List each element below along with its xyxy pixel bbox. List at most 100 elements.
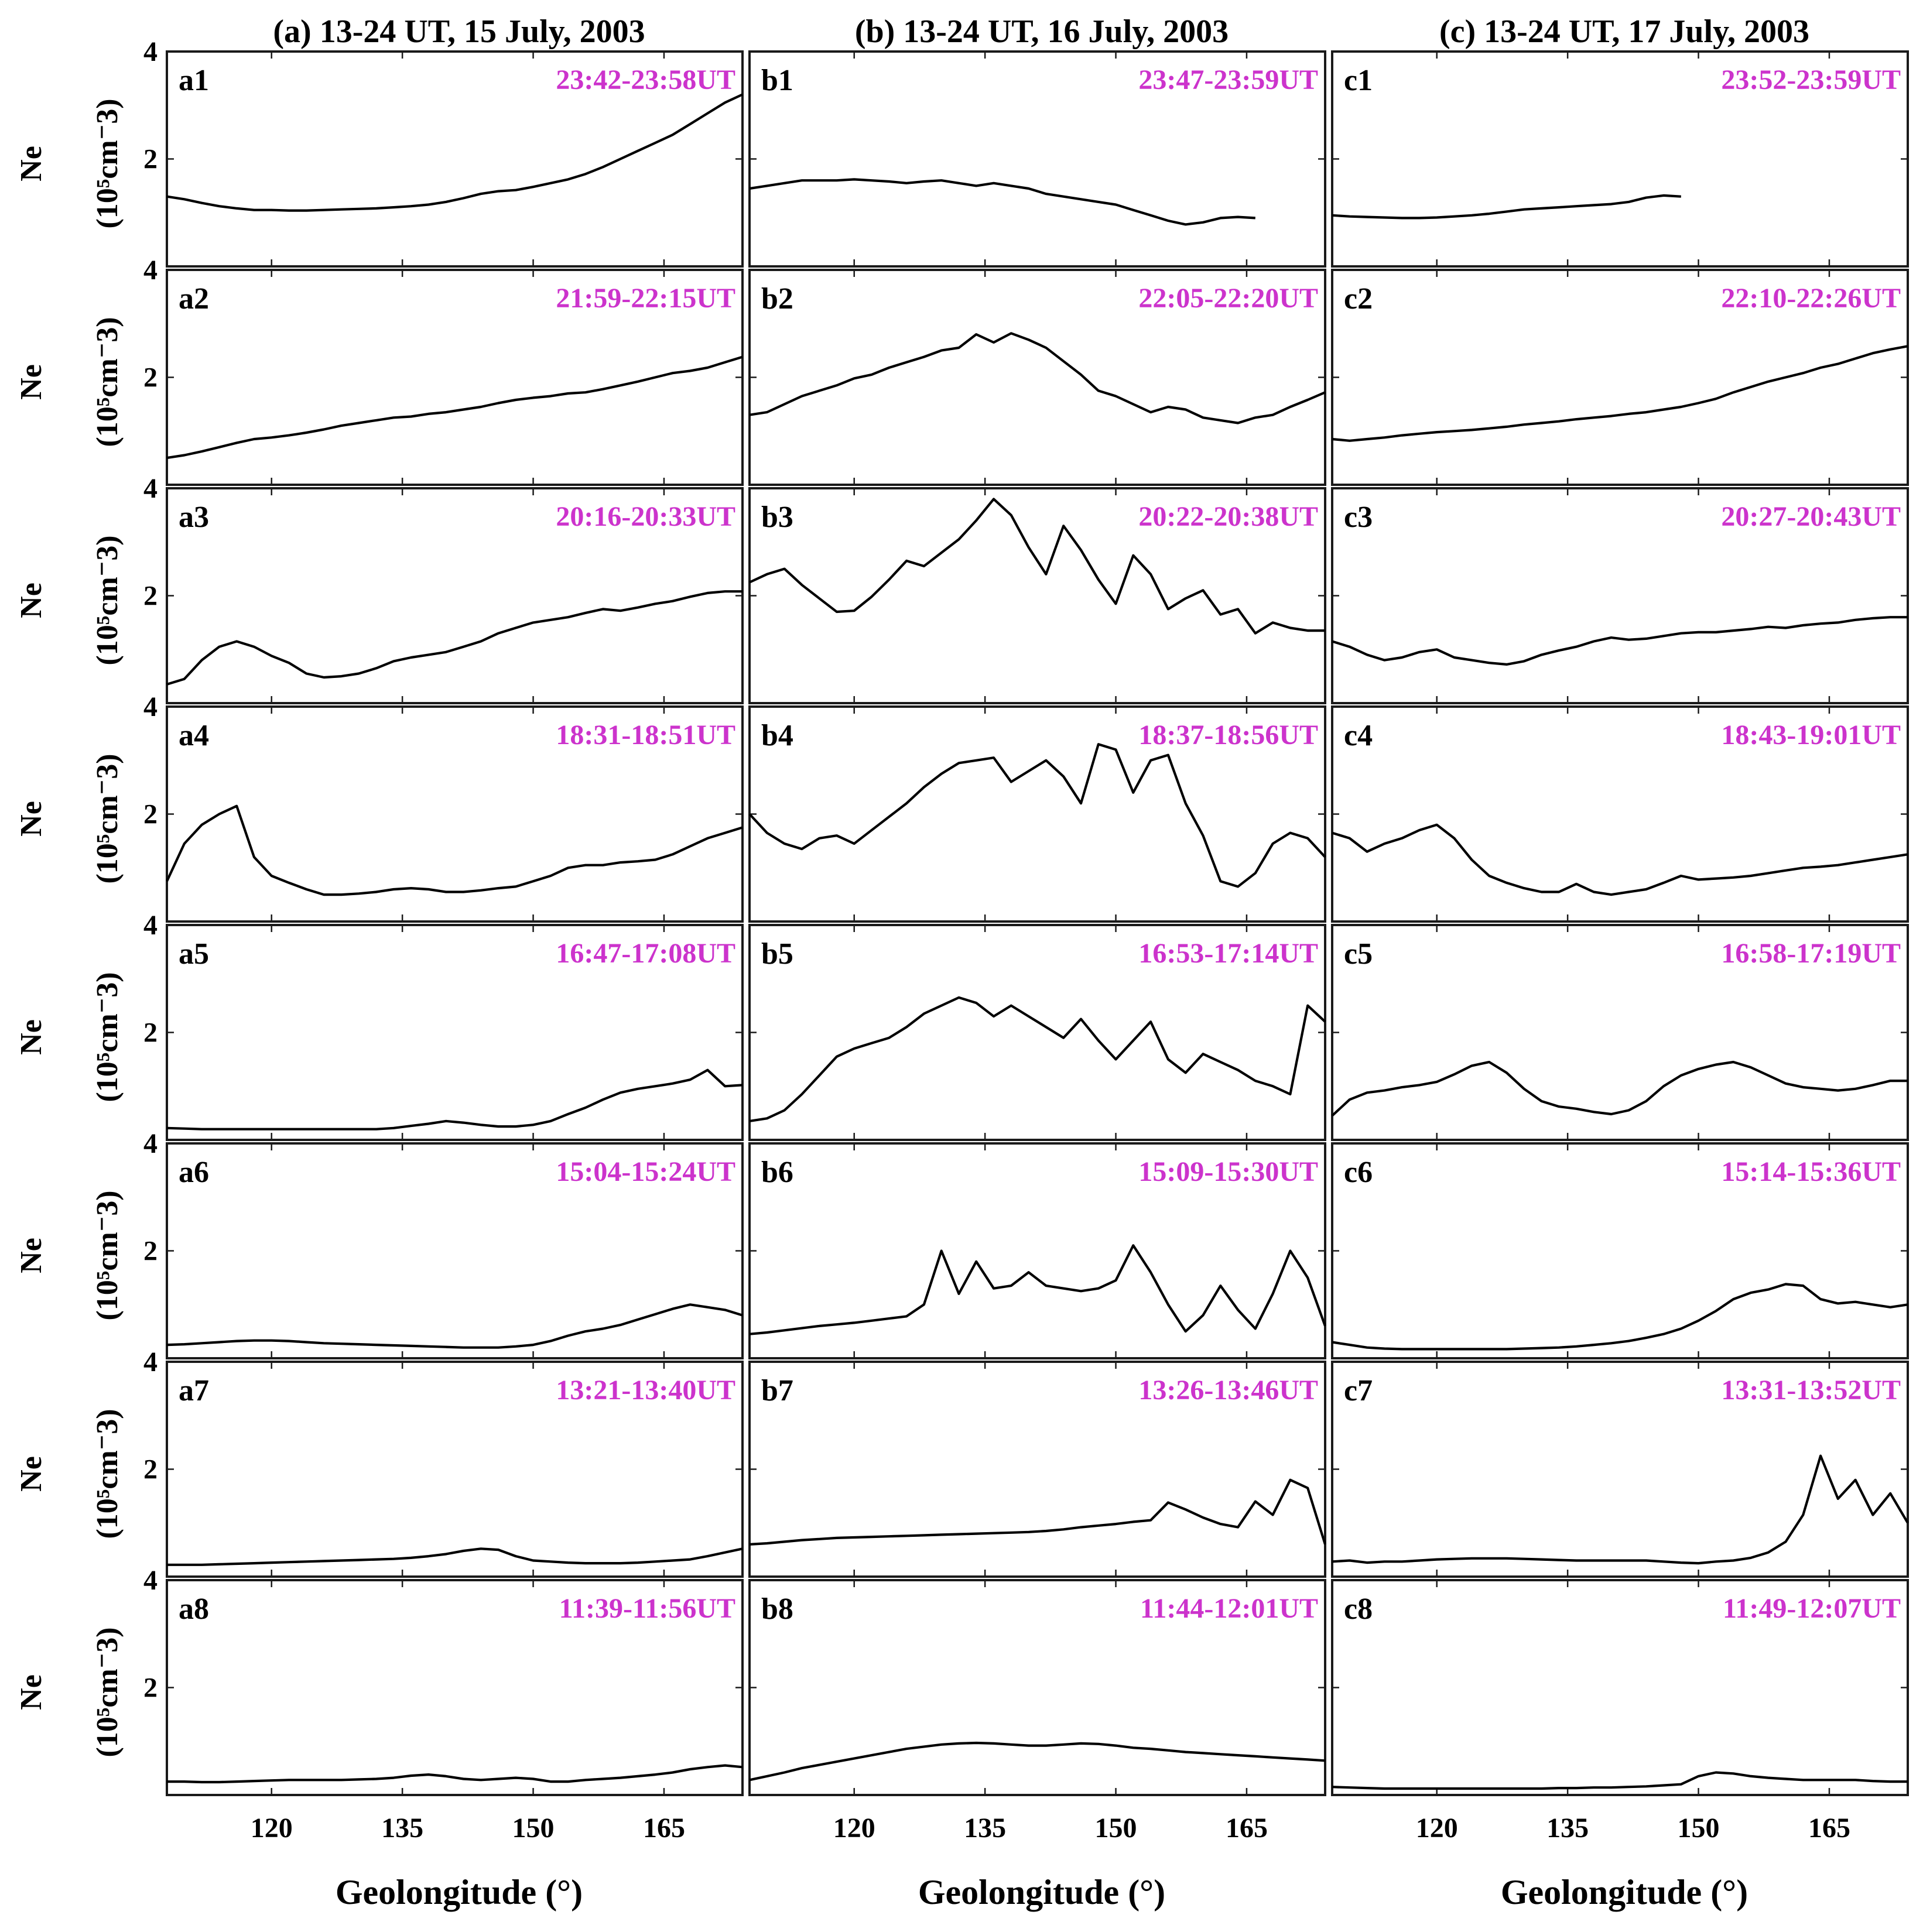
panel-label-b5: b5 [761, 937, 793, 971]
y-axis-label-units-a6: (10⁵cm⁻3) [91, 1190, 124, 1320]
y-axis-label-ne-a5: Ne [15, 1019, 48, 1055]
panel-label-c1: c1 [1344, 64, 1373, 97]
ne-trace-c4 [1332, 823, 1908, 896]
panel-label-b2: b2 [761, 282, 793, 316]
x-tick-label-b-165: 165 [1226, 1813, 1268, 1844]
y-axis-label-units-a2: (10⁵cm⁻3) [91, 317, 124, 447]
y-tick-label-2-a6: 2 [143, 1236, 158, 1267]
panel-label-a8: a8 [179, 1592, 209, 1626]
time-label-b7: 13:26-13:46UT [1138, 1375, 1318, 1406]
panel-label-a3: a3 [179, 501, 209, 534]
time-label-a7: 13:21-13:40UT [556, 1375, 735, 1406]
time-label-b3: 20:22-20:38UT [1138, 501, 1318, 532]
x-tick-label-a-135: 135 [381, 1813, 423, 1844]
y-tick-label-2-a5: 2 [143, 1018, 158, 1049]
ne-trace-a7 [167, 1547, 743, 1566]
time-label-c7: 13:31-13:52UT [1721, 1375, 1901, 1406]
y-tick-label-4-a2: 4 [143, 255, 158, 286]
y-tick-label-4-a8: 4 [143, 1565, 158, 1596]
ne-trace-c3 [1332, 616, 1908, 666]
ne-trace-b7 [749, 1478, 1327, 1546]
x-tick-label-a-150: 150 [512, 1813, 555, 1844]
time-label-b5: 16:53-17:14UT [1138, 938, 1318, 969]
ne-trace-a4 [166, 804, 743, 896]
panel-label-c2: c2 [1344, 282, 1373, 316]
time-label-c4: 18:43-19:01UT [1721, 720, 1901, 751]
x-tick-label-b-120: 120 [833, 1813, 875, 1844]
panel-group: a1 23:42-23:58UT 4 2 Ne (10⁵cm⁻3) a2 21:59-22:1… [15, 36, 1909, 1844]
y-axis-label-units-a3: (10⁵cm⁻3) [91, 535, 124, 665]
time-label-a3: 20:16-20:33UT [556, 501, 735, 532]
ne-trace-a3 [166, 590, 742, 686]
ne-trace-c2 [1332, 345, 1908, 442]
ne-trace-a5 [166, 1068, 743, 1131]
time-label-b8: 11:44-12:01UT [1140, 1593, 1318, 1624]
ne-trace-c7 [1332, 1454, 1909, 1565]
time-label-a1: 23:42-23:58UT [556, 64, 735, 95]
panel-label-c4: c4 [1344, 719, 1373, 752]
ne-trace-b1 [749, 178, 1255, 226]
time-label-c6: 15:14-15:36UT [1721, 1156, 1901, 1187]
panel-label-a6: a6 [179, 1156, 209, 1189]
panel-label-a7: a7 [179, 1374, 209, 1407]
x-tick-label-b-135: 135 [964, 1813, 1006, 1844]
ne-trace-a6 [166, 1303, 743, 1349]
time-label-c1: 23:52-23:59UT [1721, 64, 1901, 95]
ne-trace-b4 [748, 743, 1326, 888]
ne-trace-b8 [749, 1741, 1326, 1782]
panel-label-c6: c6 [1344, 1156, 1373, 1189]
x-tick-label-c-120: 120 [1416, 1813, 1458, 1844]
time-label-c3: 20:27-20:43UT [1721, 501, 1901, 532]
time-label-b1: 23:47-23:59UT [1138, 64, 1318, 95]
y-tick-label-4-a4: 4 [143, 691, 158, 722]
y-axis-label-units-a1: (10⁵cm⁻3) [91, 98, 124, 228]
time-label-c5: 16:58-17:19UT [1721, 938, 1901, 969]
panel-label-b7: b7 [761, 1374, 793, 1407]
ne-trace-c6 [1332, 1283, 1908, 1351]
time-label-b4: 18:37-18:56UT [1138, 720, 1318, 751]
panel-label-b4: b4 [761, 719, 793, 752]
ne-trace-a8 [167, 1764, 743, 1784]
panel-label-b6: b6 [761, 1156, 793, 1189]
ne-trace-b5 [749, 996, 1326, 1122]
y-tick-label-2-a8: 2 [143, 1673, 158, 1704]
x-axis-label-c: Geolongitude (°) [1501, 1873, 1748, 1912]
column-title-c: (c) 13-24 UT, 17 July, 2003 [1439, 13, 1809, 50]
panel-label-c3: c3 [1344, 501, 1373, 534]
panel-label-b3: b3 [761, 501, 793, 534]
column-title-a: (a) 13-24 UT, 15 July, 2003 [273, 13, 645, 50]
time-label-c8: 11:49-12:07UT [1723, 1593, 1901, 1624]
ne-trace-b6 [749, 1244, 1326, 1335]
y-axis-label-units-a7: (10⁵cm⁻3) [91, 1409, 124, 1539]
y-axis-label-ne-a6: Ne [15, 1238, 48, 1273]
x-tick-label-b-150: 150 [1095, 1813, 1137, 1844]
x-tick-label-c-165: 165 [1808, 1813, 1850, 1844]
x-tick-label-a-165: 165 [643, 1813, 685, 1844]
panel-label-b8: b8 [761, 1592, 793, 1626]
time-label-c2: 22:10-22:26UT [1721, 283, 1901, 314]
y-tick-label-4-a1: 4 [143, 36, 158, 67]
x-tick-label-c-150: 150 [1678, 1813, 1720, 1844]
x-tick-label-c-135: 135 [1546, 1813, 1589, 1844]
y-axis-label-ne-a4: Ne [15, 801, 48, 837]
x-axis-label-b: Geolongitude (°) [918, 1873, 1165, 1912]
y-tick-label-4-a3: 4 [143, 473, 158, 504]
y-axis-label-units-a4: (10⁵cm⁻3) [91, 753, 124, 883]
y-tick-label-4-a5: 4 [143, 910, 158, 941]
y-tick-label-2-a7: 2 [143, 1454, 158, 1485]
time-label-a8: 11:39-11:56UT [559, 1593, 735, 1624]
panel-label-a5: a5 [179, 937, 209, 971]
panel-label-a2: a2 [179, 282, 209, 316]
time-label-b2: 22:05-22:20UT [1138, 283, 1318, 314]
panel-label-c5: c5 [1344, 937, 1373, 971]
y-axis-label-ne-a7: Ne [15, 1456, 48, 1492]
ne-trace-a2 [166, 355, 743, 460]
time-label-a5: 16:47-17:08UT [556, 938, 735, 969]
x-axis-label-a: Geolongitude (°) [336, 1873, 583, 1912]
time-label-b6: 15:09-15:30UT [1138, 1156, 1318, 1187]
time-label-a6: 15:04-15:24UT [556, 1156, 735, 1187]
panel-label-b1: b1 [761, 64, 793, 97]
y-axis-label-ne-a2: Ne [15, 364, 48, 400]
y-tick-label-4-a6: 4 [143, 1128, 158, 1159]
y-tick-label-4-a7: 4 [143, 1347, 158, 1378]
